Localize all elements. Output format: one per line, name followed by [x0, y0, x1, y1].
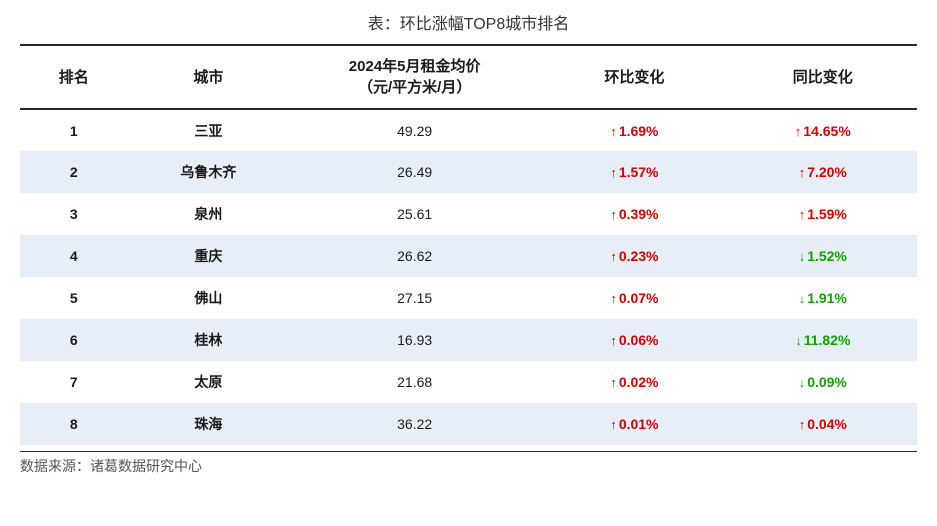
up-arrow-icon: ↑ [610, 207, 617, 222]
table-body: 1三亚49.29↑1.69%↑14.65%2乌鲁木齐26.49↑1.57%↑7.… [20, 109, 917, 445]
cell-price: 21.68 [289, 361, 540, 403]
cell-city: 太原 [128, 361, 289, 403]
cell-rank: 8 [20, 403, 128, 445]
cell-price: 26.49 [289, 151, 540, 193]
cell-city: 重庆 [128, 235, 289, 277]
cell-rank: 4 [20, 235, 128, 277]
down-arrow-icon: ↓ [799, 291, 806, 306]
col-yoy: 同比变化 [729, 45, 917, 109]
cell-yoy: ↑1.59% [729, 193, 917, 235]
cell-price: 49.29 [289, 109, 540, 151]
down-arrow-icon: ↓ [795, 333, 802, 348]
up-arrow-icon: ↑ [610, 124, 617, 139]
ranking-table: 排名 城市 2024年5月租金均价（元/平方米/月） 环比变化 同比变化 1三亚… [20, 44, 917, 445]
table-row: 2乌鲁木齐26.49↑1.57%↑7.20% [20, 151, 917, 193]
cell-rank: 3 [20, 193, 128, 235]
up-arrow-icon: ↑ [610, 417, 617, 432]
cell-price: 16.93 [289, 319, 540, 361]
cell-yoy: ↓1.91% [729, 277, 917, 319]
table-row: 6桂林16.93↑0.06%↓11.82% [20, 319, 917, 361]
cell-city: 泉州 [128, 193, 289, 235]
cell-city: 珠海 [128, 403, 289, 445]
cell-price: 25.61 [289, 193, 540, 235]
cell-city: 桂林 [128, 319, 289, 361]
cell-rank: 2 [20, 151, 128, 193]
cell-yoy: ↑14.65% [729, 109, 917, 151]
cell-mom: ↑0.23% [540, 235, 728, 277]
cell-rank: 1 [20, 109, 128, 151]
col-rank: 排名 [20, 45, 128, 109]
cell-mom: ↑0.07% [540, 277, 728, 319]
up-arrow-icon: ↑ [610, 291, 617, 306]
col-price: 2024年5月租金均价（元/平方米/月） [289, 45, 540, 109]
up-arrow-icon: ↑ [799, 417, 806, 432]
up-arrow-icon: ↑ [610, 375, 617, 390]
table-row: 5佛山27.15↑0.07%↓1.91% [20, 277, 917, 319]
up-arrow-icon: ↑ [799, 165, 806, 180]
cell-yoy: ↓1.52% [729, 235, 917, 277]
cell-city: 三亚 [128, 109, 289, 151]
table-row: 1三亚49.29↑1.69%↑14.65% [20, 109, 917, 151]
cell-yoy: ↑7.20% [729, 151, 917, 193]
cell-mom: ↑1.57% [540, 151, 728, 193]
up-arrow-icon: ↑ [610, 333, 617, 348]
data-source: 数据来源：诸葛数据研究中心 [20, 451, 917, 476]
cell-mom: ↑0.01% [540, 403, 728, 445]
up-arrow-icon: ↑ [795, 124, 802, 139]
cell-yoy: ↓0.09% [729, 361, 917, 403]
cell-price: 36.22 [289, 403, 540, 445]
up-arrow-icon: ↑ [610, 249, 617, 264]
table-row: 8珠海36.22↑0.01%↑0.04% [20, 403, 917, 445]
col-city: 城市 [128, 45, 289, 109]
cell-yoy: ↓11.82% [729, 319, 917, 361]
cell-mom: ↑0.06% [540, 319, 728, 361]
cell-price: 26.62 [289, 235, 540, 277]
cell-city: 佛山 [128, 277, 289, 319]
header-row: 排名 城市 2024年5月租金均价（元/平方米/月） 环比变化 同比变化 [20, 45, 917, 109]
cell-rank: 7 [20, 361, 128, 403]
cell-yoy: ↑0.04% [729, 403, 917, 445]
table-title: 表：环比涨幅TOP8城市排名 [20, 10, 917, 34]
table-row: 7太原21.68↑0.02%↓0.09% [20, 361, 917, 403]
cell-mom: ↑1.69% [540, 109, 728, 151]
up-arrow-icon: ↑ [799, 207, 806, 222]
table-container: 表：环比涨幅TOP8城市排名 排名 城市 2024年5月租金均价（元/平方米/月… [20, 10, 917, 476]
cell-mom: ↑0.39% [540, 193, 728, 235]
down-arrow-icon: ↓ [799, 249, 806, 264]
cell-city: 乌鲁木齐 [128, 151, 289, 193]
up-arrow-icon: ↑ [610, 165, 617, 180]
table-row: 4重庆26.62↑0.23%↓1.52% [20, 235, 917, 277]
cell-rank: 5 [20, 277, 128, 319]
cell-rank: 6 [20, 319, 128, 361]
cell-price: 27.15 [289, 277, 540, 319]
col-mom: 环比变化 [540, 45, 728, 109]
down-arrow-icon: ↓ [799, 375, 806, 390]
table-row: 3泉州25.61↑0.39%↑1.59% [20, 193, 917, 235]
cell-mom: ↑0.02% [540, 361, 728, 403]
